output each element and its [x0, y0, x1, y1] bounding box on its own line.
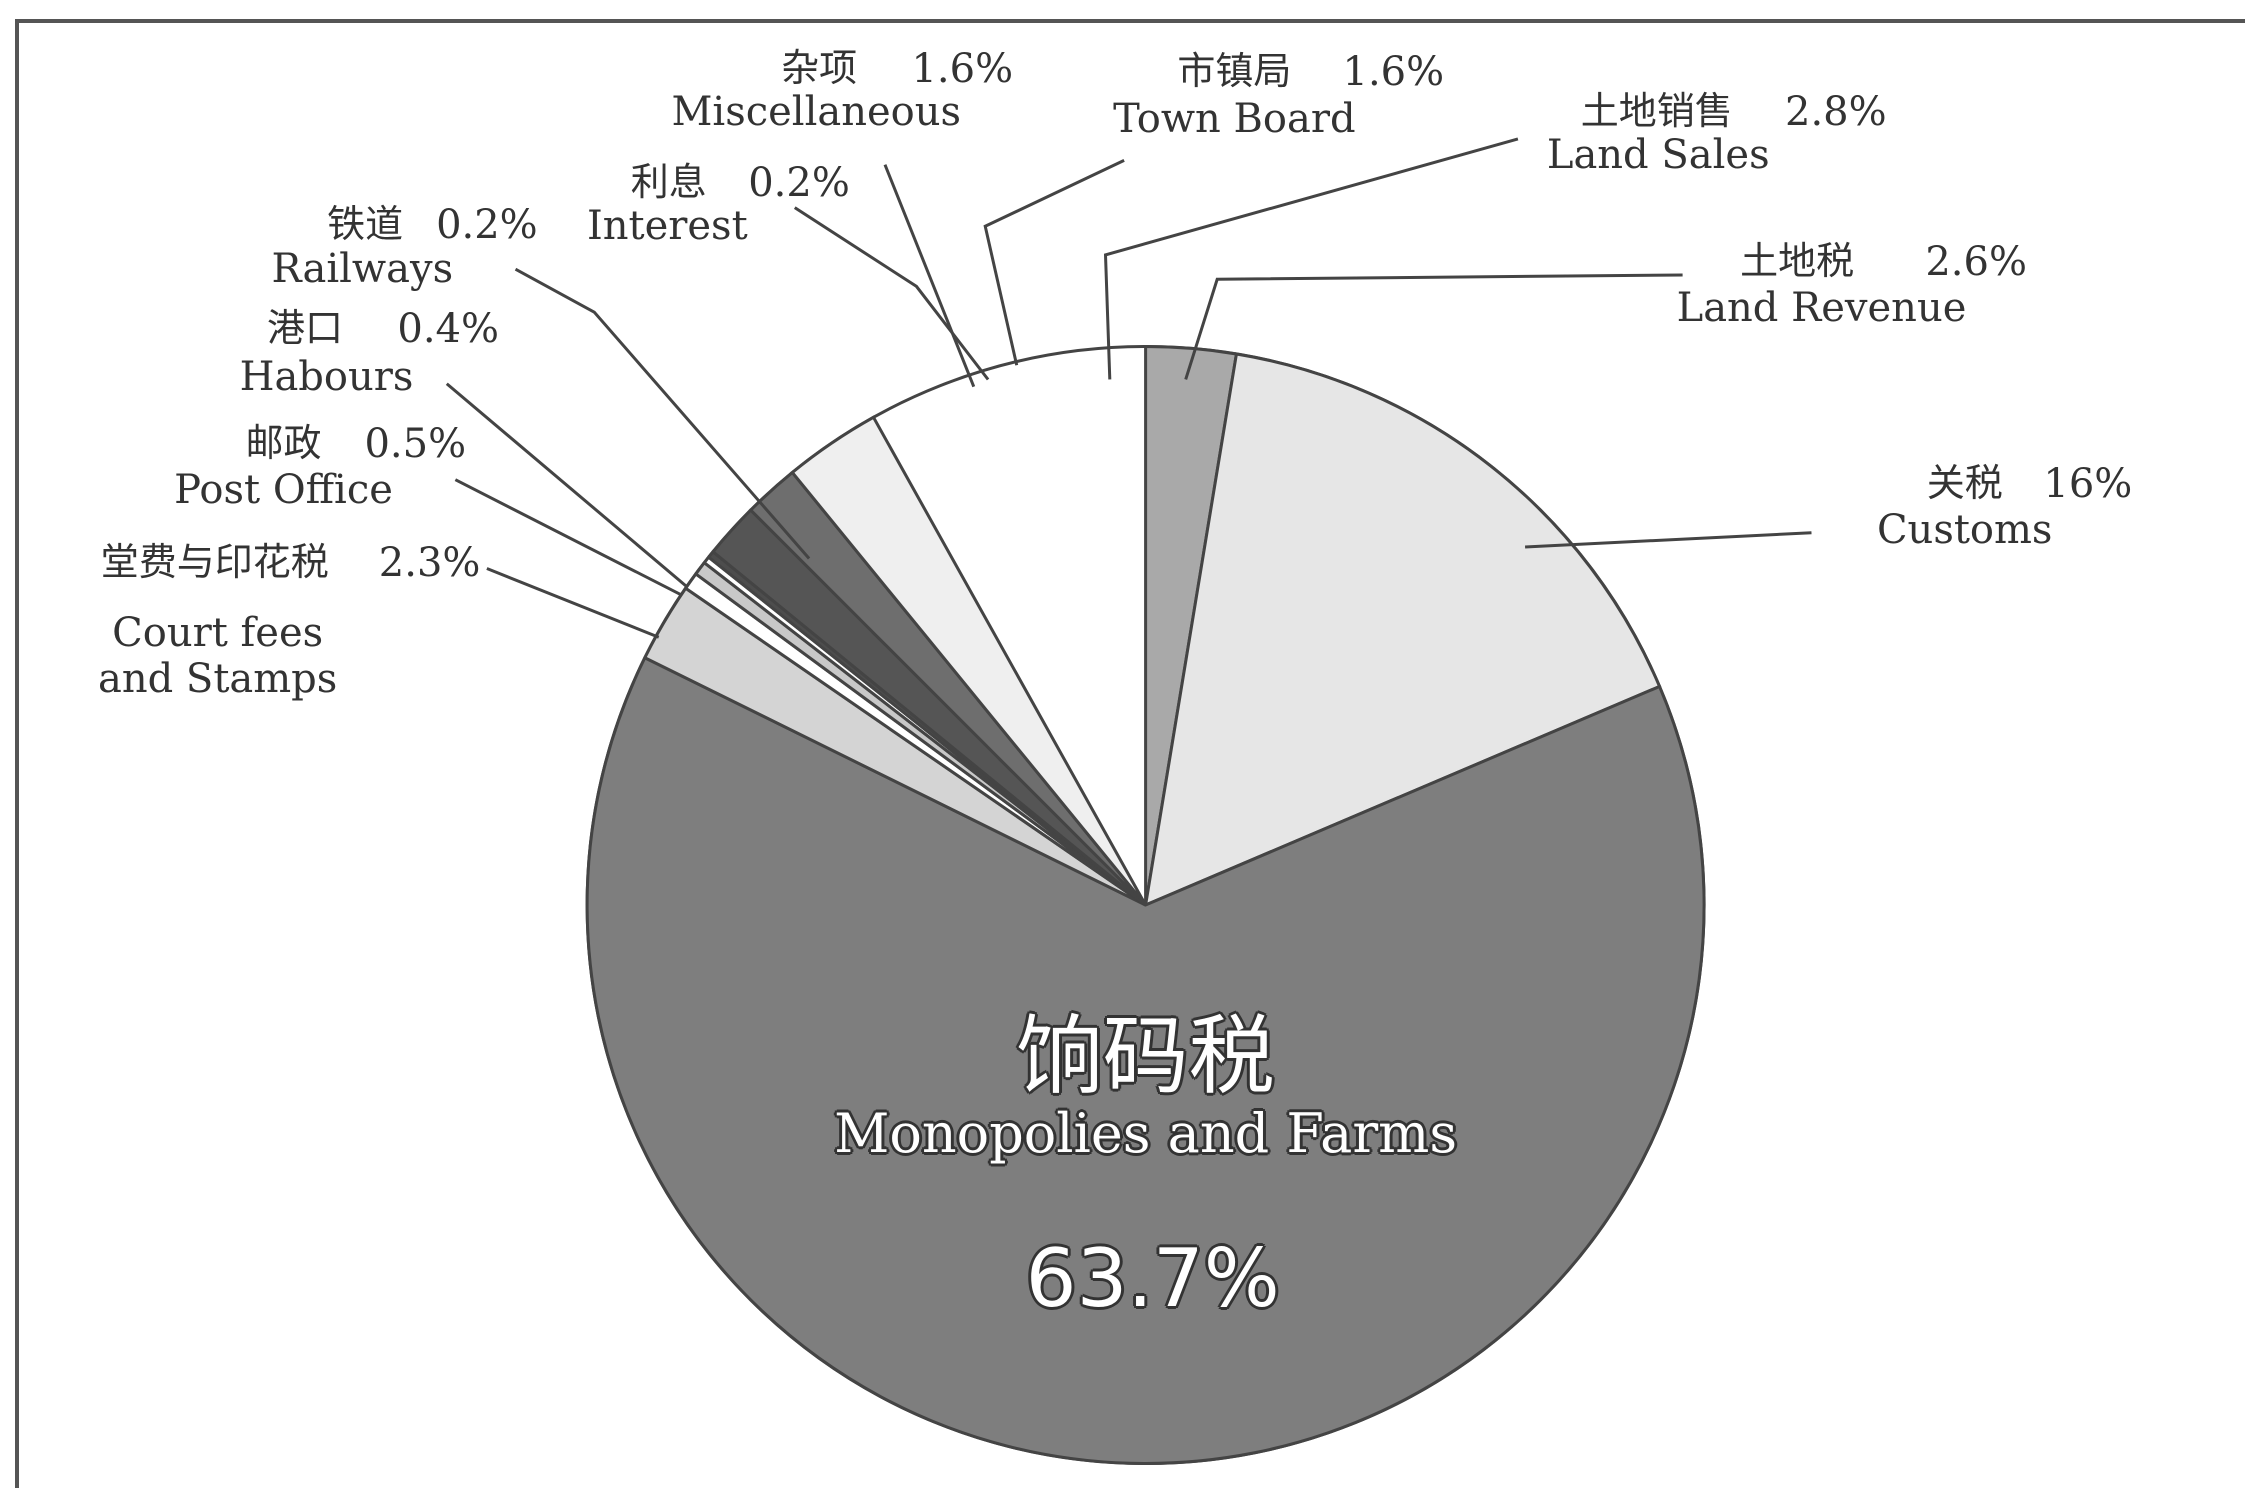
slice-name: Interest [586, 203, 748, 250]
slice-name: Customs [1876, 506, 2053, 553]
slice-name: Railways [271, 246, 454, 293]
pie-slice [1143, 352, 1662, 908]
slice-value-label: 0.2% [748, 160, 850, 207]
slice-name: Miscellaneous [671, 88, 962, 135]
slice-name-zh: 关税 [1926, 461, 2003, 506]
slice-value-label: 0.2% [436, 201, 538, 248]
slice-value-label: 0.5% [364, 420, 467, 467]
slice-name-zh: 饷码税 [1016, 1006, 1275, 1107]
pie-slice [585, 655, 1706, 1465]
slice-name: Habours [239, 353, 414, 400]
leader-line [514, 267, 811, 560]
slice-name: Monopolies and Farms [834, 1102, 1458, 1166]
leader-line [883, 164, 976, 388]
slice-value-label: 1.6% [1342, 48, 1445, 95]
slice-name-zh: 市镇局 [1177, 48, 1292, 93]
leader-line [1525, 531, 1812, 549]
slice-name-zh: 土地税 [1740, 239, 1855, 284]
slice-name-zh: 邮政 [245, 421, 322, 466]
slice-name: Court fees and Stamps [97, 609, 338, 702]
leader-line [445, 382, 689, 589]
slice-name-zh: 杂项 [781, 45, 858, 90]
slice-name: Land Sales [1546, 131, 1770, 178]
pie-slice [790, 415, 1147, 906]
slice-name-zh: 港口 [267, 306, 344, 351]
slice-value-label: 2.8% [1785, 88, 1887, 135]
leader-line [1184, 273, 1683, 380]
slice-value-label: 0.4% [397, 306, 500, 353]
slice-value-label: 2.6% [1925, 239, 2027, 286]
slice-name: Town Board [1113, 95, 1356, 142]
slice-value-label: 2.3% [378, 539, 481, 586]
slice-name-zh: 土地销售 [1580, 88, 1733, 133]
slice-value-label: 63.7% [1025, 1231, 1280, 1325]
slice-value-label: 1.6% [911, 45, 1014, 92]
leader-line [486, 567, 660, 639]
slice-value-label: 16% [2043, 461, 2133, 508]
leader-line [1103, 137, 1519, 380]
slice-name: Post Office [174, 466, 393, 513]
slice-name-zh: 铁道 [327, 201, 404, 246]
slice-name: Land Revenue [1676, 284, 1967, 331]
leader-line [983, 159, 1125, 366]
leader-line [454, 478, 681, 596]
slice-name-zh: 堂费与印花税 [100, 539, 329, 584]
frame [15, 19, 2245, 1488]
slice-name-zh: 利息 [630, 160, 707, 205]
leader-line [793, 206, 990, 381]
